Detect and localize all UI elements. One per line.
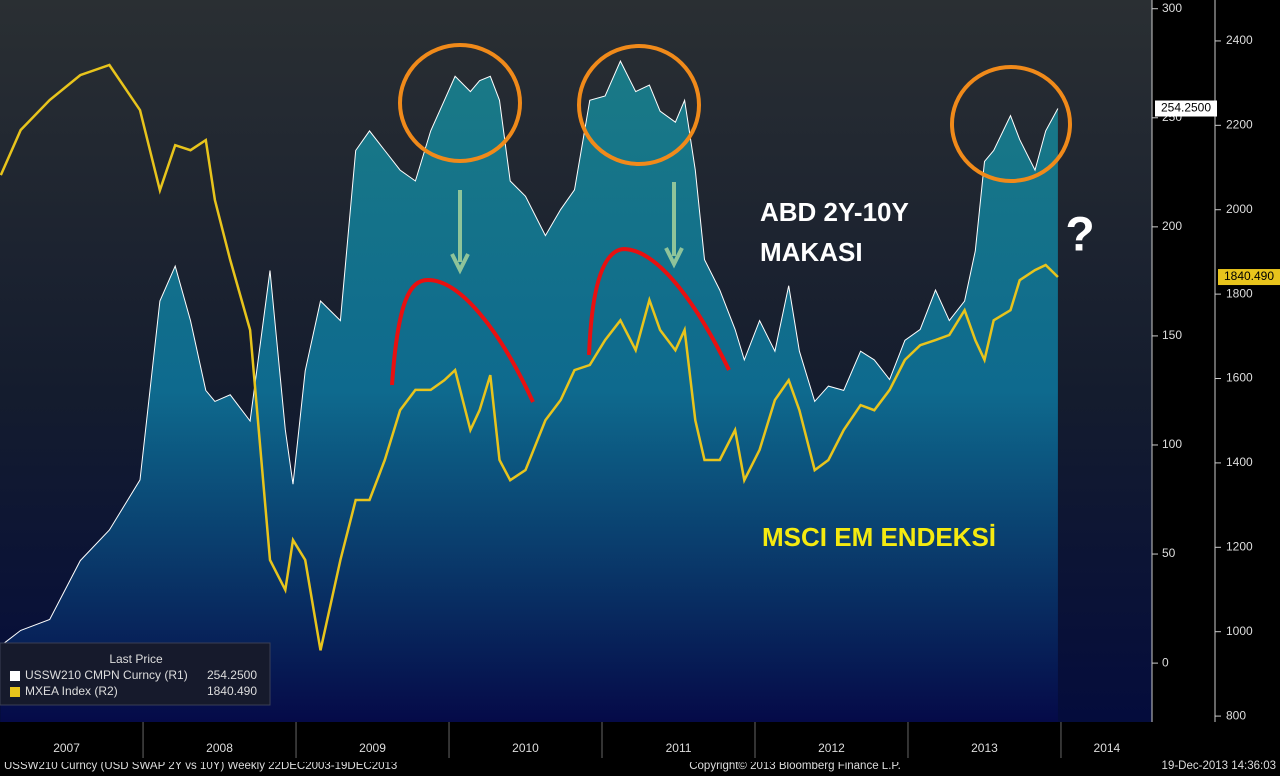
y-tick-label: 300 — [1162, 1, 1182, 15]
x-tick-label: 2008 — [206, 741, 233, 755]
legend-swatch — [10, 671, 20, 681]
legend-swatch — [10, 687, 20, 697]
y-tick-label: 50 — [1162, 546, 1176, 560]
x-axis-band — [0, 722, 1152, 762]
highlight-circle — [398, 43, 522, 163]
trend-arc — [587, 246, 731, 371]
legend-label: USSW210 CMPN Curncy (R1) — [25, 668, 188, 682]
annotation: ? — [1065, 209, 1094, 262]
y2-tick-label: 2200 — [1226, 117, 1253, 131]
y2-tick-label: 1200 — [1226, 539, 1253, 553]
x-tick-label: 2014 — [1094, 741, 1121, 755]
annotation: MAKASI — [760, 237, 863, 267]
x-tick-label: 2009 — [359, 741, 386, 755]
highlight-circle — [577, 44, 701, 166]
y-tick-label: 150 — [1162, 328, 1182, 342]
y2-tick-label: 1800 — [1226, 286, 1253, 300]
legend-box — [0, 642, 271, 706]
y-tick-label: 200 — [1162, 219, 1182, 233]
last-value-label: 254.2500 — [1161, 101, 1211, 115]
y2-tick-label: 800 — [1226, 708, 1246, 722]
highlight-circle — [950, 65, 1072, 183]
x-tick-label: 2013 — [971, 741, 998, 755]
series-line — [0, 63, 1059, 651]
y2-tick-label: 2400 — [1226, 33, 1253, 47]
trend-arc — [390, 277, 535, 403]
footer-date: 19-Dec-2013 14:36:03 — [1162, 760, 1276, 772]
last-value-tag — [1155, 100, 1217, 117]
footer-left: USSW210 Curncy (USD SWAP 2Y vs 10Y) Week… — [4, 760, 397, 772]
legend-label: MXEA Index (R2) — [25, 684, 118, 698]
legend-value: 254.2500 — [207, 668, 257, 682]
legend-value: 1840.490 — [207, 684, 257, 698]
y2-tick-label: 2000 — [1226, 202, 1253, 216]
y-tick-label: 0 — [1162, 655, 1169, 669]
y2-tick-label: 1600 — [1226, 371, 1253, 385]
legend-title: Last Price — [109, 652, 163, 666]
down-arrow — [664, 182, 684, 269]
x-tick-label: 2007 — [53, 741, 80, 755]
series-line — [0, 59, 1059, 647]
y-tick-label: 100 — [1162, 437, 1182, 451]
x-tick-label: 2010 — [512, 741, 539, 755]
footer-copyright: Copyright© 2013 Bloomberg Finance L.P. — [689, 760, 901, 772]
y2-tick-label: 1400 — [1226, 455, 1253, 469]
last-value-label: 1840.490 — [1224, 269, 1274, 283]
x-tick-label: 2011 — [666, 741, 692, 755]
last-value-tag — [1218, 269, 1280, 286]
y2-tick-label: 1000 — [1226, 624, 1253, 638]
annotation-shapes — [390, 43, 1072, 403]
down-arrow — [450, 190, 470, 275]
x-tick-label: 2012 — [818, 741, 845, 755]
annotation: MSCI EM ENDEKSİ — [762, 522, 996, 552]
annotation: ABD 2Y-10Y — [760, 197, 909, 227]
